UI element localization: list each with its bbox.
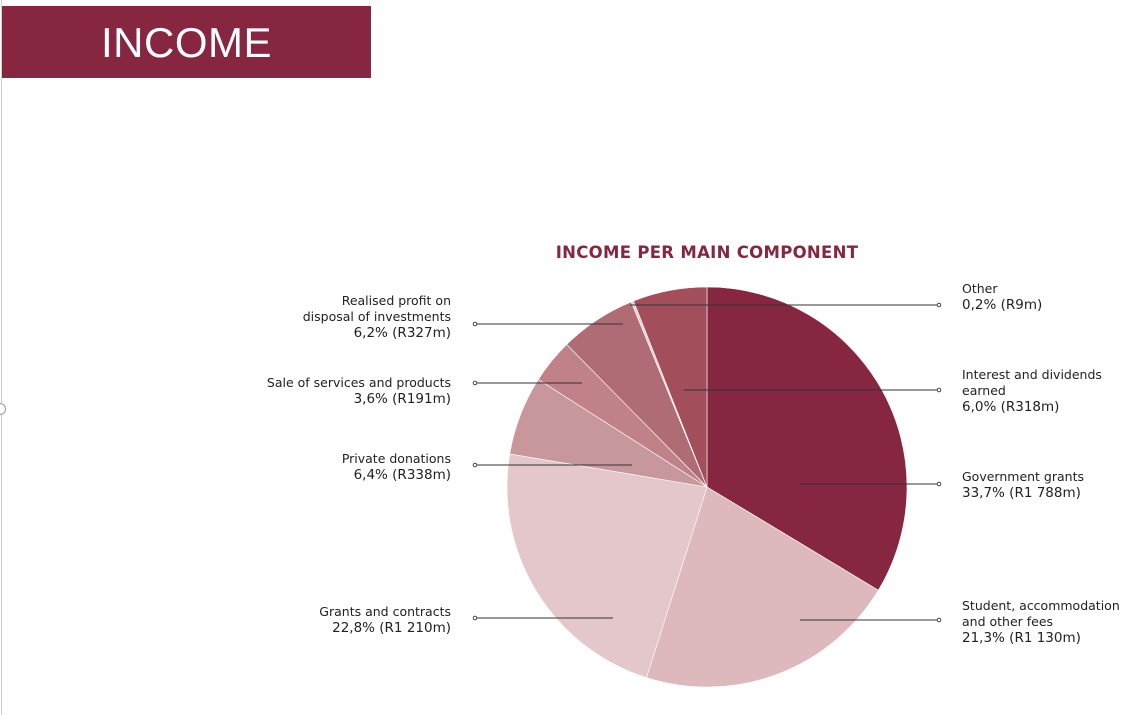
pie-slices	[506, 286, 908, 688]
leader-lines	[472, 302, 942, 623]
leader-dot-icon	[936, 617, 942, 623]
slice-label-name: Realised profit on	[342, 293, 451, 308]
slice-label-name: Grants and contracts	[319, 604, 451, 619]
slice-label-name: Interest and dividends	[962, 367, 1102, 382]
slice-label-value: 6,4% (R338m)	[354, 467, 451, 483]
page-left-border	[1, 0, 2, 715]
pie-slice-grants-and-contracts	[506, 453, 708, 679]
slice-label-name: Sale of services and products	[267, 375, 451, 390]
slice-label-value: 6,0% (R318m)	[962, 399, 1059, 415]
slice-label-name: Other	[962, 281, 998, 296]
slice-label-name: Private donations	[342, 451, 451, 466]
leader-dot-icon	[936, 387, 942, 393]
pie-slice-interest-and-dividends-earned	[633, 286, 708, 488]
slice-label-value: 6,2% (R327m)	[354, 325, 451, 341]
leader-dot-icon	[472, 462, 478, 468]
slice-label-name: and other fees	[962, 614, 1053, 629]
slice-label-name: Government grants	[962, 469, 1084, 484]
slice-label-name: disposal of investments	[303, 309, 451, 324]
slice-label-value: 3,6% (R191m)	[354, 391, 451, 407]
leader-dot-icon	[936, 302, 942, 308]
slice-label-value: 21,3% (R1 130m)	[962, 630, 1081, 646]
leader-dot-icon	[472, 380, 478, 386]
chart-title: INCOME PER MAIN COMPONENT	[556, 243, 859, 262]
page-title: INCOME	[101, 19, 272, 66]
slice-label-name: Student, accommodation	[962, 598, 1120, 613]
leader-dot-icon	[936, 481, 942, 487]
title-banner: INCOME	[2, 6, 371, 78]
pie-slice-student-accommodation-and-other-fees	[646, 486, 879, 688]
slice-label-value: 0,2% (R9m)	[962, 297, 1042, 313]
slice-label-name: earned	[962, 383, 1006, 398]
slice-label-value: 33,7% (R1 788m)	[962, 485, 1081, 501]
leader-dot-icon	[472, 321, 478, 327]
slice-label-value: 22,8% (R1 210m)	[332, 620, 451, 636]
pie-slice-government-grants	[706, 286, 908, 591]
leader-dot-icon	[472, 615, 478, 621]
